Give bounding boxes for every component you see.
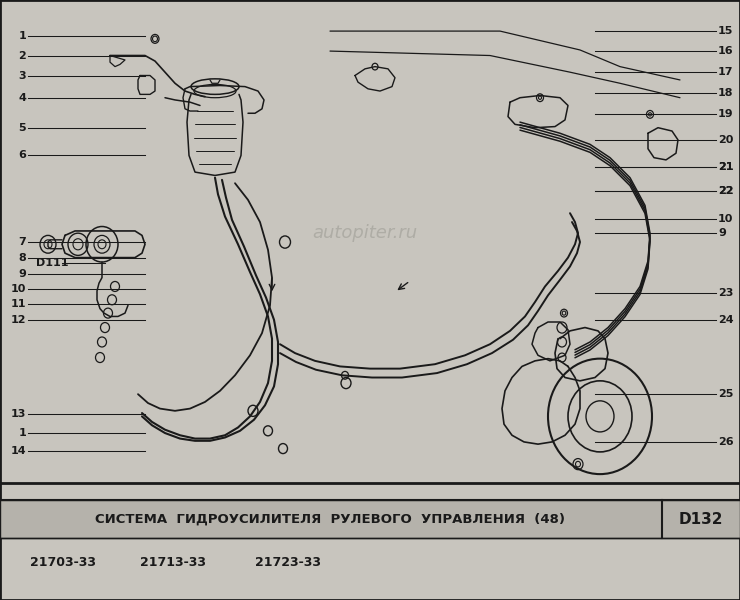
Text: 9: 9 <box>18 269 26 279</box>
Text: 7: 7 <box>18 237 26 247</box>
Text: autopiter.ru: autopiter.ru <box>312 224 417 242</box>
Text: 20: 20 <box>718 135 733 145</box>
Bar <box>0 500 740 538</box>
Text: 5: 5 <box>18 122 26 133</box>
Text: 18: 18 <box>718 88 733 98</box>
Text: 3: 3 <box>18 71 26 80</box>
Text: 21723-33: 21723-33 <box>255 556 321 569</box>
Text: 17: 17 <box>718 67 733 77</box>
Text: 21: 21 <box>718 161 733 172</box>
Text: 24: 24 <box>718 315 733 325</box>
Text: 1: 1 <box>18 428 26 438</box>
Text: 23: 23 <box>718 288 733 298</box>
Text: 22: 22 <box>718 186 733 196</box>
Text: 15: 15 <box>718 26 733 36</box>
Text: 21703-33: 21703-33 <box>30 556 96 569</box>
Text: 1: 1 <box>18 31 26 41</box>
Text: 10: 10 <box>10 284 26 293</box>
Text: D132: D132 <box>679 511 723 527</box>
Text: 6: 6 <box>18 151 26 160</box>
Text: 8: 8 <box>18 253 26 263</box>
Text: 25: 25 <box>718 389 733 399</box>
Text: 9: 9 <box>718 228 726 238</box>
Text: 13: 13 <box>10 409 26 419</box>
Text: 21: 21 <box>718 161 733 172</box>
Text: СИСТЕМА  ГИДРОУСИЛИТЕЛЯ  РУЛЕВОГО  УПРАВЛЕНИЯ  (48): СИСТЕМА ГИДРОУСИЛИТЕЛЯ РУЛЕВОГО УПРАВЛЕН… <box>95 512 565 526</box>
Text: 10: 10 <box>718 214 733 224</box>
Text: 21713-33: 21713-33 <box>140 556 206 569</box>
Text: 14: 14 <box>10 446 26 456</box>
Text: 26: 26 <box>718 437 733 447</box>
Text: D111: D111 <box>36 258 69 268</box>
Text: 4: 4 <box>18 93 26 103</box>
Text: 11: 11 <box>10 299 26 309</box>
Text: 2: 2 <box>18 50 26 61</box>
Text: 16: 16 <box>718 46 733 56</box>
Text: 12: 12 <box>10 315 26 325</box>
Text: 22: 22 <box>718 186 733 196</box>
Text: 19: 19 <box>718 109 733 119</box>
